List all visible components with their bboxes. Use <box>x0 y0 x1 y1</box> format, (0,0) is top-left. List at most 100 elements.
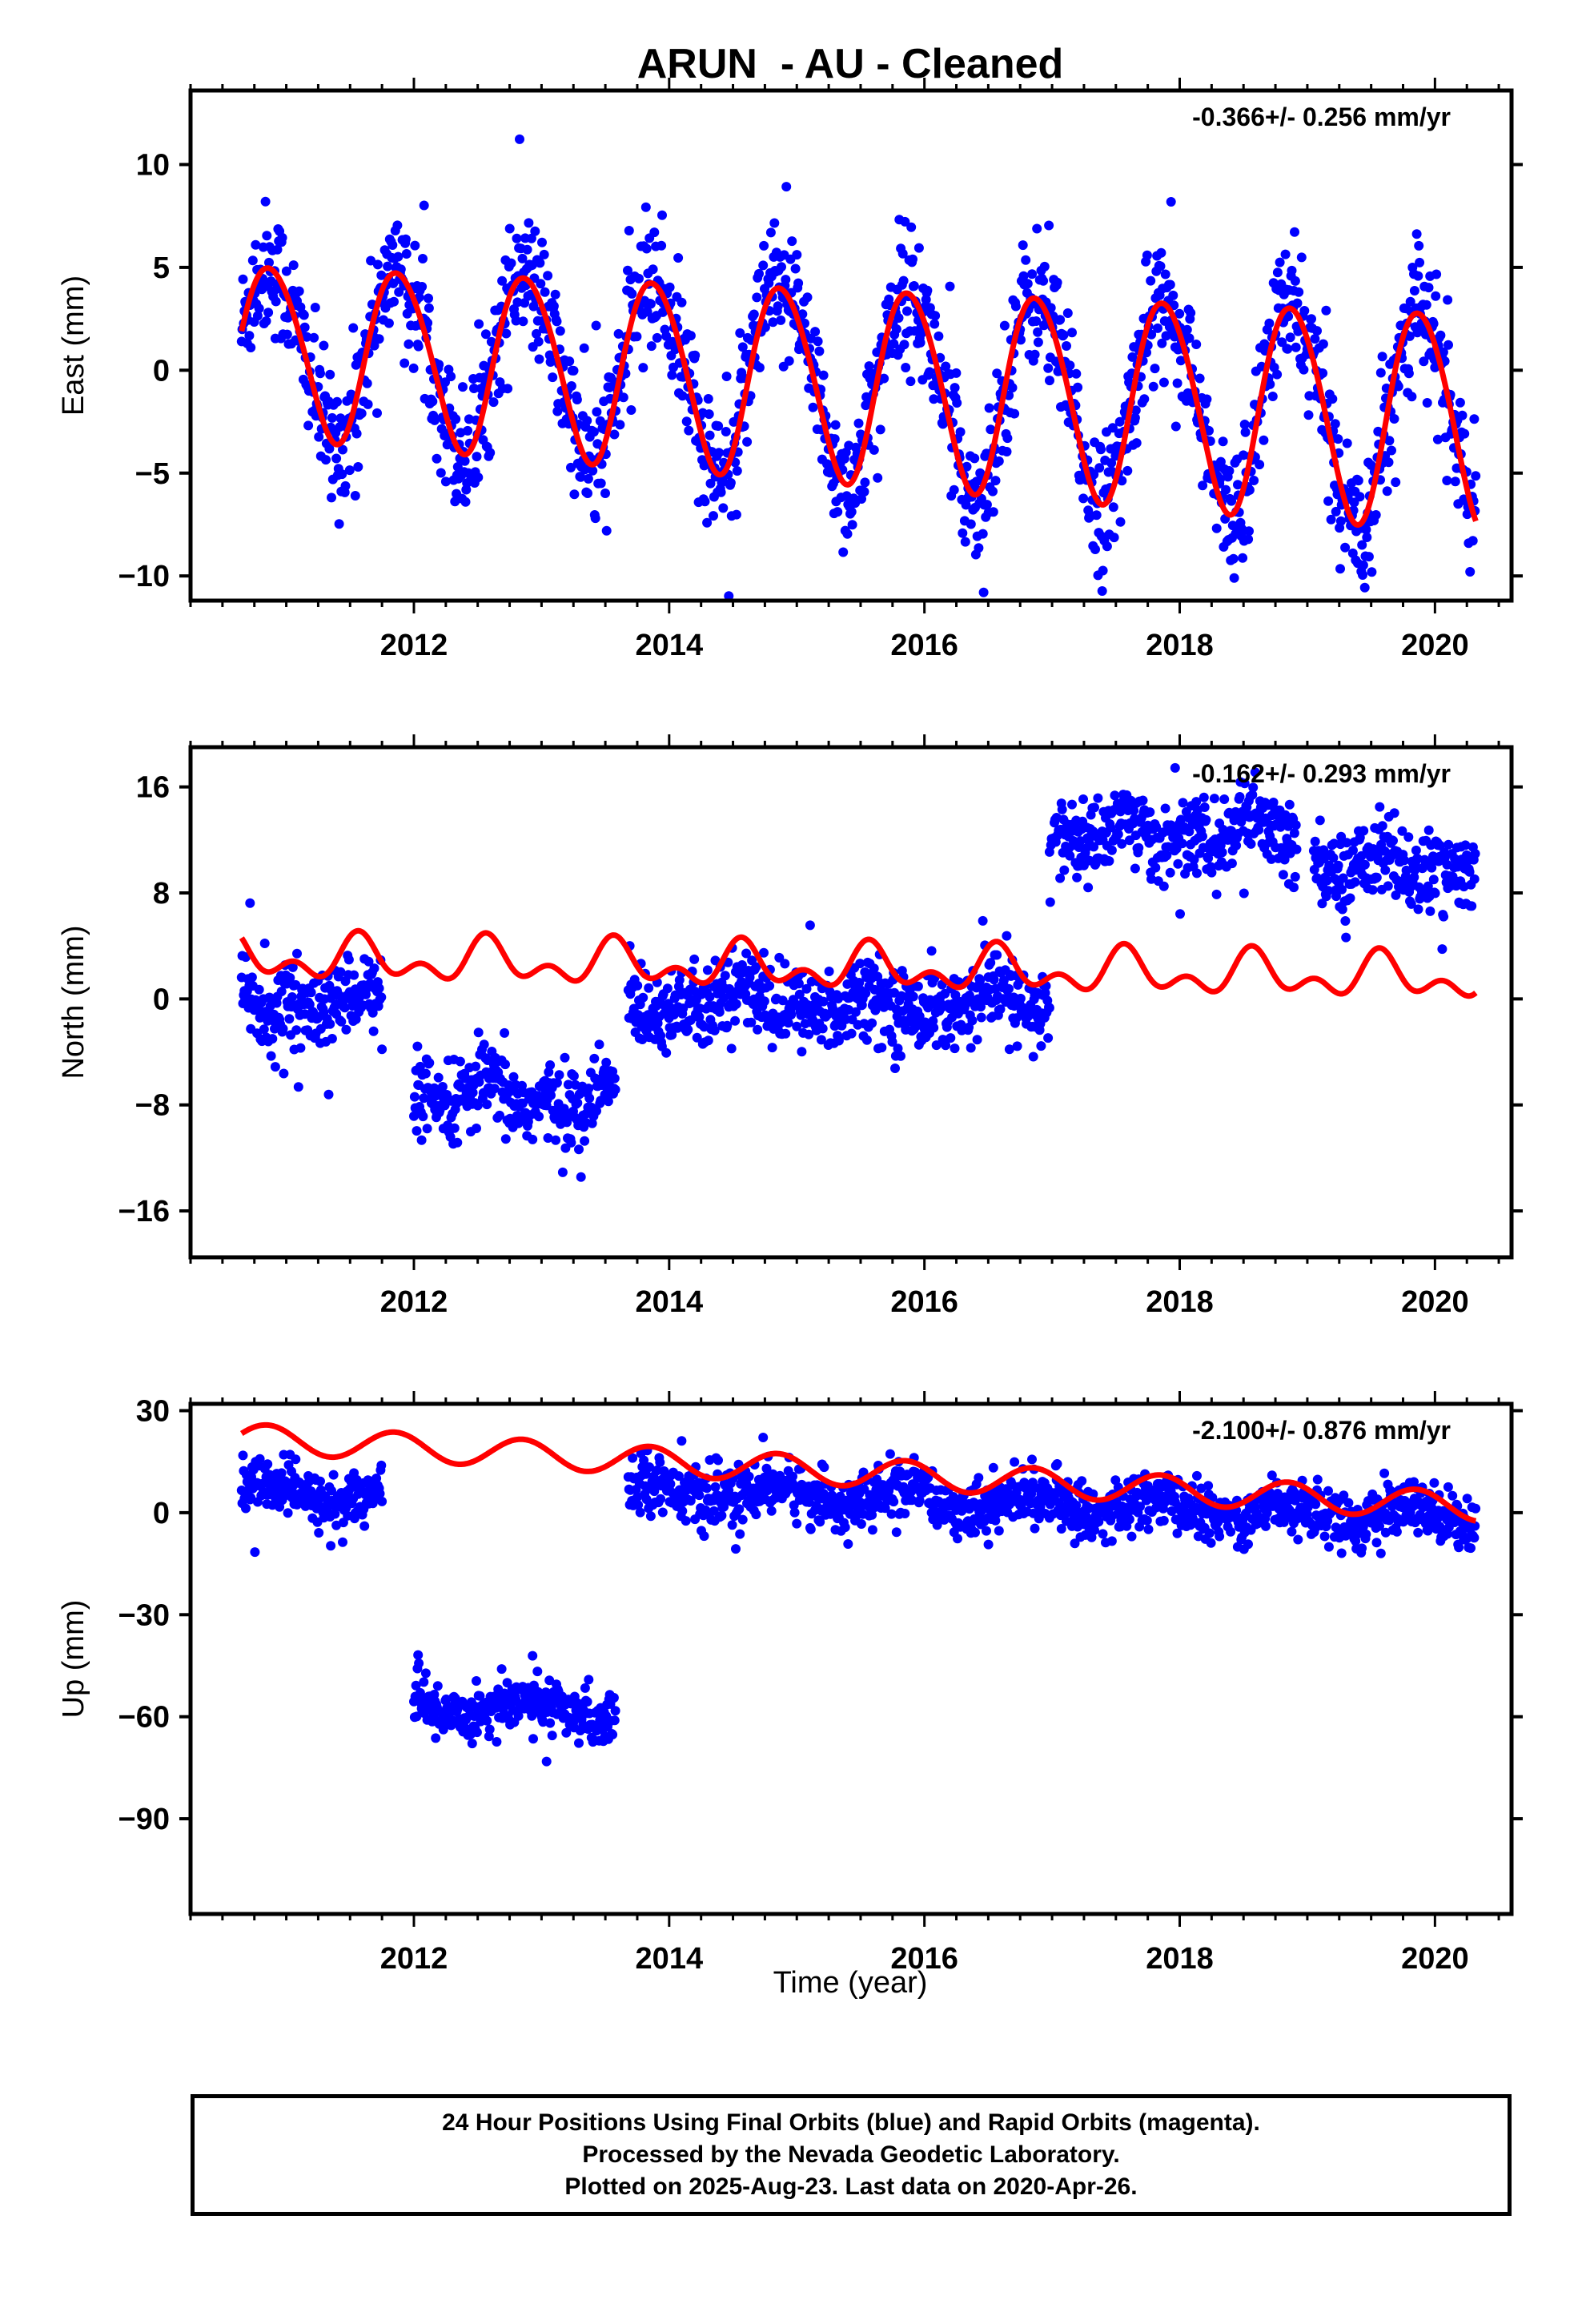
data-point <box>648 264 658 275</box>
data-point <box>1078 493 1089 504</box>
data-point <box>930 311 941 321</box>
data-point <box>548 372 558 383</box>
data-point <box>1291 844 1302 854</box>
data-point <box>1254 825 1264 835</box>
data-point <box>792 250 802 260</box>
data-point <box>1348 845 1358 855</box>
data-point <box>1108 502 1118 513</box>
data-point <box>978 587 989 597</box>
data-point <box>1399 855 1409 866</box>
data-point <box>400 358 410 368</box>
data-point <box>480 329 491 340</box>
data-point <box>880 1503 890 1514</box>
data-point <box>702 517 713 528</box>
data-point <box>754 363 765 372</box>
data-point <box>383 318 394 328</box>
data-point <box>962 461 972 472</box>
data-point <box>1043 363 1054 373</box>
data-point <box>1206 1538 1216 1548</box>
data-point <box>1036 1041 1046 1051</box>
data-point <box>635 1507 645 1518</box>
data-point <box>376 1460 387 1470</box>
data-point <box>1421 300 1431 310</box>
data-point <box>632 980 643 991</box>
data-point <box>661 331 672 341</box>
data-point <box>244 331 255 341</box>
north-axis-label: North (mm) <box>57 925 90 1079</box>
data-point <box>860 477 870 488</box>
data-point <box>1238 553 1248 563</box>
data-point <box>929 1023 939 1033</box>
data-point <box>261 316 271 326</box>
data-point <box>266 1051 276 1061</box>
data-point <box>720 971 730 981</box>
data-point <box>1148 381 1158 392</box>
data-point <box>1177 838 1187 849</box>
data-point <box>1192 1470 1202 1481</box>
data-point <box>1071 368 1082 379</box>
data-point <box>468 1088 478 1098</box>
data-point <box>703 394 713 404</box>
data-point <box>972 1035 982 1045</box>
data-point <box>652 1465 662 1475</box>
data-point <box>746 1017 757 1027</box>
data-point <box>1333 434 1343 444</box>
data-point <box>353 462 363 472</box>
data-point <box>608 1693 619 1703</box>
east-rate-label: -0.366+/- 0.256 mm/yr <box>1192 103 1451 131</box>
data-point <box>609 1073 620 1084</box>
data-point <box>875 424 885 435</box>
data-point <box>561 1727 572 1738</box>
data-point <box>1285 332 1295 343</box>
data-point <box>1323 886 1334 896</box>
data-point <box>1283 312 1294 322</box>
data-point <box>299 310 309 320</box>
data-point <box>544 1675 555 1686</box>
data-point <box>1172 1528 1182 1538</box>
data-point <box>879 373 889 384</box>
data-point <box>1423 283 1434 293</box>
data-point <box>1337 904 1347 915</box>
data-point <box>1130 405 1141 416</box>
data-point <box>1460 840 1471 850</box>
data-point <box>512 233 522 243</box>
data-point <box>1468 536 1478 546</box>
data-point <box>737 342 748 352</box>
data-point <box>1168 290 1178 300</box>
data-point <box>645 299 656 309</box>
data-point <box>931 1040 942 1051</box>
data-point <box>913 243 924 253</box>
data-point <box>1330 419 1340 429</box>
data-point <box>1142 1515 1152 1526</box>
data-point <box>1130 863 1140 874</box>
data-point <box>488 397 499 408</box>
data-point <box>1104 856 1114 866</box>
y-tick-label: −5 <box>135 457 170 491</box>
data-point <box>245 898 255 908</box>
data-point <box>1198 480 1208 491</box>
data-point <box>1455 397 1465 408</box>
data-point <box>758 260 769 271</box>
data-point <box>1432 434 1443 444</box>
data-point <box>1175 356 1186 366</box>
data-point <box>681 416 692 427</box>
data-point <box>392 220 403 231</box>
data-point <box>255 1454 265 1464</box>
north-model-line <box>239 927 1478 999</box>
data-point <box>908 991 918 1002</box>
data-point <box>983 1539 994 1550</box>
data-point <box>913 981 923 991</box>
data-point <box>867 1018 877 1028</box>
data-point <box>1331 506 1341 517</box>
data-point <box>1267 854 1276 864</box>
data-point <box>534 1112 544 1122</box>
data-point <box>727 1520 737 1530</box>
data-point <box>580 1683 590 1693</box>
data-point <box>1044 220 1054 231</box>
data-point <box>238 274 248 284</box>
data-point <box>1122 465 1133 476</box>
data-point <box>702 965 713 975</box>
data-point <box>583 489 592 498</box>
data-point <box>914 1011 925 1021</box>
data-point <box>1407 392 1417 402</box>
